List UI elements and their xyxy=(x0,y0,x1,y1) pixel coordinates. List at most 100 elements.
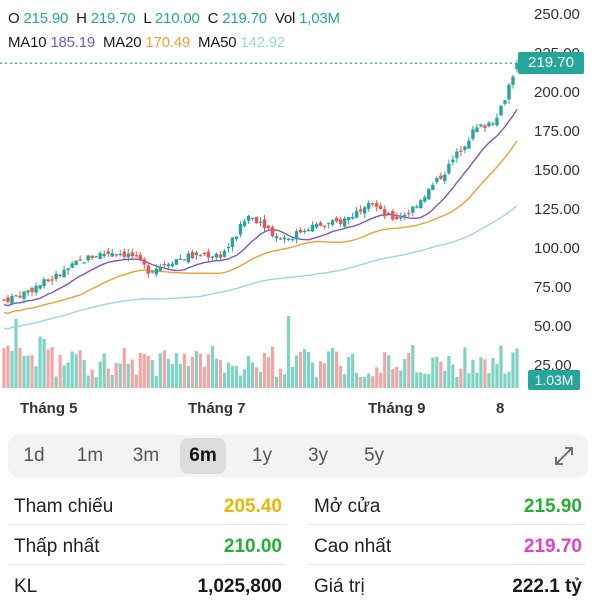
candle-body xyxy=(66,268,70,271)
ma-legend: MA10 185.19 MA20 170.49 MA50 142.92 xyxy=(8,34,285,51)
candle-body xyxy=(126,253,130,258)
y-tick-label: 50.00 xyxy=(534,318,572,335)
volume-bar xyxy=(387,355,391,388)
volume-bar xyxy=(503,373,507,388)
volume-bar xyxy=(194,351,198,388)
range-tab-3y[interactable]: 3y xyxy=(307,445,329,466)
y-tick-label: 200.00 xyxy=(534,84,580,101)
range-tab-5y[interactable]: 5y xyxy=(363,445,385,466)
volume-bar xyxy=(282,374,287,388)
candle-body xyxy=(166,264,171,267)
candle-body xyxy=(330,220,335,225)
volume-bar xyxy=(190,356,194,388)
volume-bar xyxy=(323,363,327,388)
price-chart[interactable]: O 215.90 H 219.70 L 210.00 C 219.70 Vol … xyxy=(0,0,600,425)
candle-body xyxy=(226,246,231,249)
volume-bar xyxy=(150,360,154,388)
range-tab-1y[interactable]: 1y xyxy=(251,445,273,466)
range-tab-6m[interactable]: 6m xyxy=(180,438,226,474)
candle-body xyxy=(491,123,495,125)
candle-body xyxy=(202,253,207,255)
volume-bar xyxy=(82,359,86,388)
volume-bar xyxy=(222,372,227,388)
candle-body xyxy=(82,262,86,264)
volume-bar xyxy=(407,352,411,388)
candle-body xyxy=(18,295,22,298)
candle-body xyxy=(10,295,14,305)
ma20-value: 170.49 xyxy=(145,34,191,51)
candle-body xyxy=(447,163,451,174)
volume-bar xyxy=(114,362,118,388)
volume-bar xyxy=(415,372,419,388)
candle-body xyxy=(258,221,263,223)
range-tab-1m[interactable]: 1m xyxy=(76,445,104,466)
ohlc-key-open: O xyxy=(8,10,20,27)
volume-bar xyxy=(379,372,383,388)
candle-body xyxy=(338,219,343,225)
y-tick-label: 100.00 xyxy=(534,240,580,257)
candle-body xyxy=(403,214,407,217)
range-tab-3m[interactable]: 3m xyxy=(132,445,160,466)
candle-body xyxy=(38,285,42,289)
candle-body xyxy=(58,274,62,276)
ma20-line xyxy=(3,140,518,315)
candle-body xyxy=(210,256,215,258)
ohlc-open-value: 215.90 xyxy=(23,10,69,27)
volume-bar xyxy=(399,370,403,388)
candle-body xyxy=(50,279,54,281)
candle-body xyxy=(106,251,110,254)
candle-body xyxy=(42,279,46,287)
candle-body xyxy=(286,238,291,241)
candle-body xyxy=(2,299,6,301)
candle-body xyxy=(46,279,50,282)
candle-body xyxy=(298,229,303,233)
candle-body xyxy=(326,223,331,225)
volume-bar xyxy=(270,346,275,388)
candle-body xyxy=(399,217,403,219)
volume-bar xyxy=(162,350,166,388)
candle-body xyxy=(138,255,142,260)
expand-icon[interactable] xyxy=(552,444,576,468)
ohlc-key-vol: Vol xyxy=(274,10,296,27)
volume-bar xyxy=(262,352,267,388)
volume-bar xyxy=(182,353,186,388)
candle-body xyxy=(170,263,175,267)
ohlc-low-value: 210.00 xyxy=(154,10,200,27)
volume-bar xyxy=(18,347,22,388)
y-tick-label: 150.00 xyxy=(534,162,580,179)
candle-body xyxy=(423,197,427,202)
volume-bar xyxy=(242,369,247,388)
stat-label: Cao nhất xyxy=(314,536,392,557)
candle-body xyxy=(354,210,359,218)
candle-body xyxy=(146,265,150,274)
ohlc-legend: O 215.90 H 219.70 L 210.00 C 219.70 Vol … xyxy=(8,10,344,27)
volume-bar xyxy=(14,318,18,388)
candle-body xyxy=(310,224,315,232)
volume-bar xyxy=(146,355,150,388)
candle-body xyxy=(487,122,491,127)
volume-bar xyxy=(355,372,359,388)
candle-body xyxy=(130,252,134,257)
volume-bar xyxy=(467,373,471,388)
candle-body xyxy=(90,255,94,259)
stat-label: Giá trị xyxy=(314,576,365,597)
candle-body xyxy=(350,217,355,219)
candle-body xyxy=(395,216,399,220)
ma20-key: MA20 xyxy=(103,34,142,51)
volume-bar xyxy=(339,366,343,388)
chart-canvas[interactable] xyxy=(0,0,600,425)
candle-body xyxy=(282,237,287,240)
candle-body xyxy=(186,253,191,263)
volume-bar xyxy=(22,356,26,388)
candle-body xyxy=(467,140,471,149)
candle-body xyxy=(162,264,167,266)
volume-bar xyxy=(419,372,423,388)
stat-high: Cao nhất 219.70 xyxy=(308,528,586,565)
volume-bar xyxy=(30,355,34,388)
candle-body xyxy=(375,203,379,207)
candle-body xyxy=(511,76,515,85)
volume-bar xyxy=(395,366,399,388)
range-tab-1d[interactable]: 1d xyxy=(23,445,45,466)
candle-body xyxy=(98,253,102,259)
candle-body xyxy=(154,268,158,275)
